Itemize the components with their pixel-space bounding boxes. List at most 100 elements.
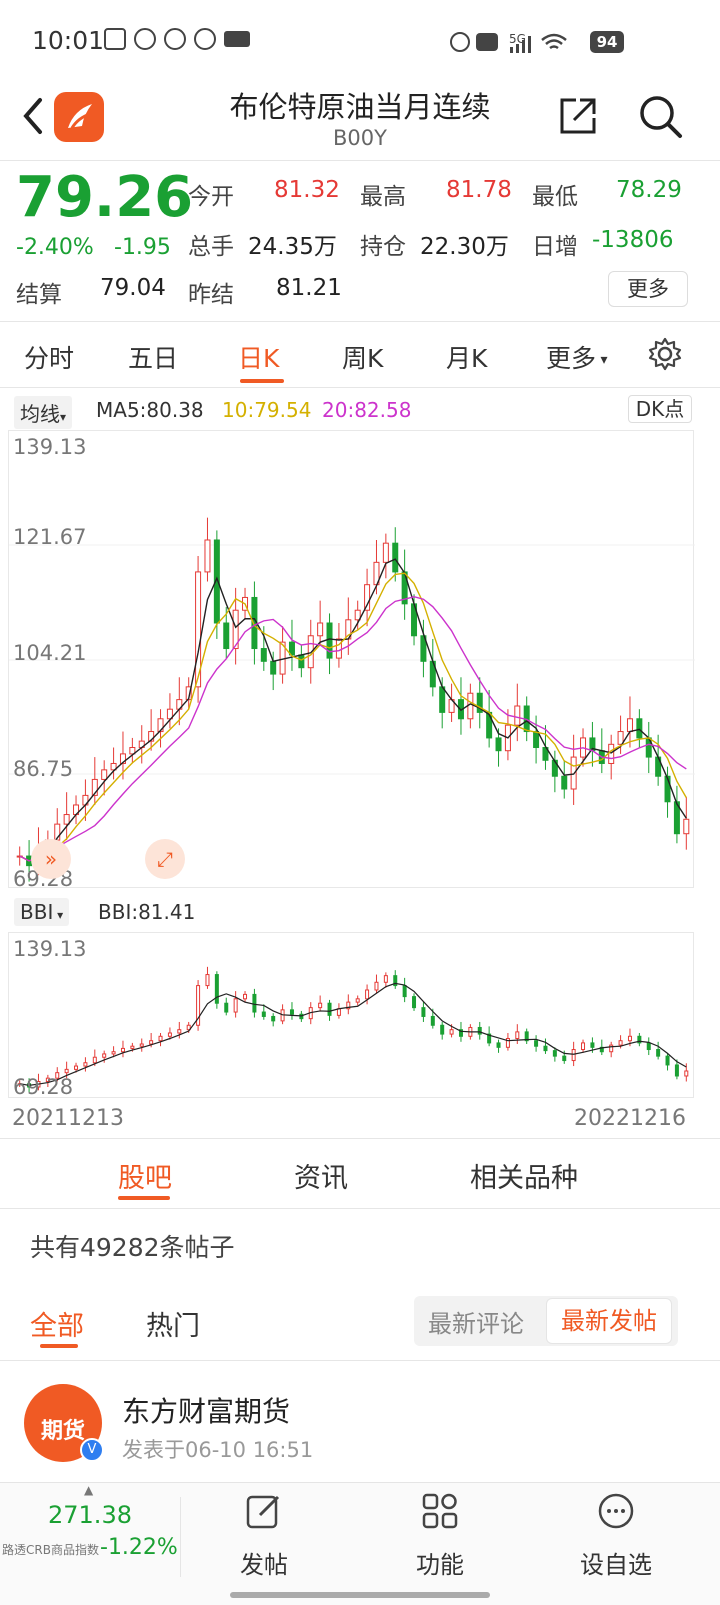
candle bbox=[83, 1062, 88, 1067]
candle bbox=[561, 775, 568, 790]
prev-settle-value: 81.21 bbox=[276, 275, 342, 301]
candle bbox=[467, 692, 474, 720]
candle bbox=[683, 818, 690, 835]
grid-icon bbox=[422, 1493, 458, 1529]
quote-panel: 79.26 -2.40% -1.95 今开 81.32 最高 81.78 最低 … bbox=[0, 165, 720, 320]
scroll-left-icon[interactable]: » bbox=[31, 839, 71, 879]
index-ticker[interactable]: ▲ 271.38 路透CRB商品指数 -1.22% bbox=[0, 1483, 180, 1583]
candle bbox=[646, 1042, 651, 1051]
candle bbox=[270, 660, 277, 675]
candle bbox=[618, 1040, 623, 1046]
open-label: 今开 bbox=[188, 184, 234, 210]
back-arrow-icon[interactable] bbox=[18, 94, 48, 138]
candle bbox=[326, 622, 333, 659]
candle bbox=[205, 974, 210, 987]
page-title: 布伦特原油当月连续 bbox=[229, 90, 491, 124]
tab-news[interactable]: 资讯 bbox=[294, 1163, 348, 1194]
ma5-line bbox=[19, 558, 687, 862]
candle bbox=[412, 996, 417, 1009]
bbi-chart[interactable]: 139.13 69.28 bbox=[8, 932, 694, 1099]
sort-latest-post[interactable]: 最新发帖 bbox=[546, 1298, 672, 1344]
candle bbox=[167, 1032, 172, 1037]
candle bbox=[120, 1047, 125, 1053]
candle bbox=[664, 775, 671, 803]
logo-mark-icon bbox=[68, 104, 92, 129]
candle bbox=[439, 686, 446, 713]
candle bbox=[224, 1002, 229, 1013]
indicator-selector[interactable]: 均线▾ bbox=[14, 396, 73, 429]
nav-post-button[interactable]: 发帖 bbox=[214, 1491, 314, 1580]
candle bbox=[288, 641, 295, 656]
candle bbox=[204, 539, 211, 573]
app-notification-icon bbox=[164, 28, 186, 50]
nav-watchlist-button[interactable]: 设自选 bbox=[566, 1491, 666, 1580]
search-icon[interactable] bbox=[636, 92, 684, 140]
candle bbox=[496, 1042, 501, 1048]
index-value: 271.38 bbox=[48, 1501, 132, 1529]
open-interest-label: 持仓 bbox=[360, 234, 406, 260]
candle bbox=[355, 998, 360, 1003]
sort-toggle: 最新评论 最新发帖 bbox=[414, 1296, 678, 1346]
app-notification-icon bbox=[134, 28, 156, 50]
candle bbox=[148, 731, 155, 742]
post-author[interactable]: 东方财富期货 bbox=[122, 1395, 291, 1428]
filter-hot[interactable]: 热门 bbox=[146, 1311, 200, 1342]
post-item[interactable]: 期货 V 东方财富期货 发表于06-10 16:51 bbox=[0, 1378, 720, 1478]
status-bar: 10:01 5G 94 bbox=[0, 0, 720, 84]
candle bbox=[495, 737, 502, 752]
post-time: 发表于06-10 16:51 bbox=[122, 1438, 314, 1462]
settle-value: 79.04 bbox=[100, 275, 166, 301]
divider bbox=[0, 321, 720, 322]
candle bbox=[233, 998, 238, 1013]
candlestick-chart[interactable]: 139.13 121.67 104.21 86.75 69.28 » ⤢ bbox=[8, 430, 695, 891]
change-value: -1.95 bbox=[114, 235, 171, 260]
start-date: 20211213 bbox=[12, 1106, 124, 1131]
dk-point-button[interactable]: DK点 bbox=[628, 395, 692, 423]
bbi-bar: BBI ▾ BBI:81.41 bbox=[0, 894, 720, 928]
candle bbox=[626, 718, 633, 733]
candle bbox=[608, 743, 615, 764]
change-percent: -2.40% bbox=[16, 235, 94, 260]
candle bbox=[514, 705, 521, 726]
candle bbox=[186, 1024, 191, 1031]
tab-monthly-k[interactable]: 月K bbox=[446, 344, 488, 373]
bbi-selector[interactable]: BBI ▾ bbox=[14, 898, 70, 926]
system-status-icons: 5G bbox=[450, 32, 567, 53]
filter-all[interactable]: 全部 bbox=[30, 1311, 84, 1342]
sort-latest-comment[interactable]: 最新评论 bbox=[428, 1310, 524, 1338]
active-filter-indicator bbox=[40, 1344, 78, 1348]
candle bbox=[524, 1031, 529, 1042]
candle bbox=[458, 1029, 463, 1037]
y-tick-label: 104.21 bbox=[13, 641, 87, 665]
ma10-line bbox=[19, 572, 687, 862]
candle bbox=[551, 759, 558, 777]
tab-five-day[interactable]: 五日 bbox=[128, 344, 179, 373]
candle bbox=[101, 769, 108, 780]
candle bbox=[382, 542, 389, 563]
candle bbox=[177, 1029, 182, 1034]
tab-related[interactable]: 相关品种 bbox=[470, 1163, 578, 1194]
header: 布伦特原油当月连续 B00Y bbox=[0, 84, 720, 160]
gear-icon[interactable] bbox=[648, 337, 682, 371]
tab-weekly-k[interactable]: 周K bbox=[342, 344, 384, 373]
fullscreen-icon[interactable]: ⤢ bbox=[145, 839, 185, 879]
tab-daily-k[interactable]: 日K bbox=[238, 344, 280, 373]
tab-forum[interactable]: 股吧 bbox=[118, 1163, 172, 1194]
more-quote-button[interactable]: 更多 bbox=[608, 271, 688, 307]
candle bbox=[656, 1049, 661, 1057]
y-tick-label: 139.13 bbox=[13, 435, 87, 459]
index-change: -1.22% bbox=[100, 1535, 178, 1560]
period-tabs: 分时 五日 日K 周K 月K 更多 ▾ bbox=[0, 325, 720, 387]
nav-functions-button[interactable]: 功能 bbox=[390, 1491, 490, 1580]
tab-more[interactable]: 更多 ▾ bbox=[546, 339, 608, 375]
candle bbox=[354, 609, 361, 621]
candle bbox=[158, 1035, 163, 1042]
candle bbox=[477, 1026, 482, 1035]
low-value: 78.29 bbox=[616, 177, 682, 203]
bbi-svg bbox=[17, 966, 689, 1093]
candle bbox=[476, 692, 483, 713]
candle bbox=[673, 801, 680, 835]
share-icon[interactable] bbox=[556, 94, 600, 138]
tab-intraday[interactable]: 分时 bbox=[24, 344, 75, 373]
candle bbox=[581, 1042, 586, 1051]
